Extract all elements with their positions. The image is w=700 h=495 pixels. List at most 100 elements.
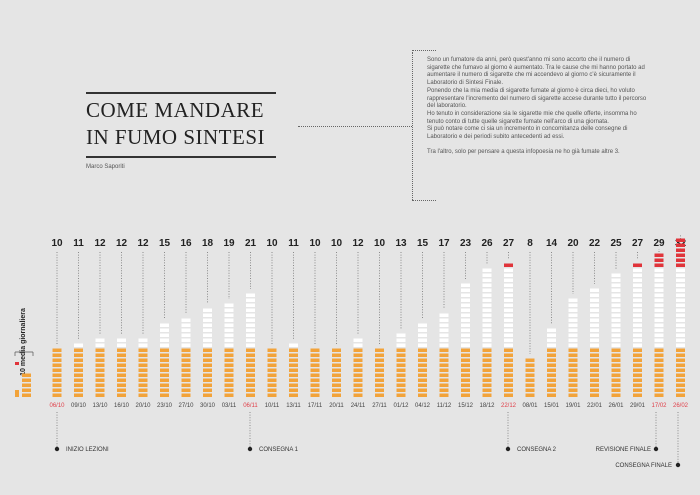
bar-excess-segment — [676, 263, 685, 267]
bar-segment — [117, 353, 126, 357]
bar-segment — [568, 373, 578, 377]
category-date-label: 13/10 — [92, 403, 108, 409]
category-date-label: 06/11 — [243, 403, 258, 409]
bar-segment — [461, 293, 470, 297]
bar-value-label: 27 — [632, 238, 644, 249]
bar-segment — [74, 388, 83, 392]
bar-segment — [181, 338, 191, 342]
bar-segment — [289, 358, 298, 362]
bar-segment — [138, 353, 148, 357]
bar-segment — [461, 388, 470, 392]
bar-segment — [482, 373, 492, 377]
bar-segment — [482, 318, 492, 322]
bar-segment — [568, 353, 578, 357]
bar-segment — [224, 313, 234, 317]
bar-excess-segment — [676, 248, 685, 252]
bar-segment — [525, 368, 535, 372]
bar-segment — [160, 328, 169, 332]
bar-segment — [375, 368, 384, 372]
bar-segment — [332, 393, 341, 397]
bar-segment — [181, 363, 191, 367]
bar-segment — [547, 358, 556, 362]
category-date-label: 22/01 — [587, 403, 603, 409]
bar-segment — [504, 298, 513, 302]
bar-segment — [525, 383, 535, 387]
title-line-1: COME MANDARE — [86, 98, 265, 122]
bar-segment — [418, 338, 427, 342]
bar-segment — [633, 363, 642, 367]
bar-segment — [504, 318, 513, 322]
bar-segment — [224, 393, 234, 397]
bar-segment — [353, 378, 363, 382]
bar-segment — [482, 343, 492, 347]
bar-segment — [611, 353, 621, 357]
bar-segment — [482, 383, 492, 387]
bar-segment — [418, 353, 427, 357]
bar-segment — [310, 393, 320, 397]
bar-segment — [568, 348, 578, 352]
bar-segment — [590, 353, 599, 357]
bar-segment — [375, 378, 384, 382]
bar-segment — [461, 338, 470, 342]
bar-segment — [289, 348, 298, 352]
bar-segment — [633, 383, 642, 387]
bar-segment — [138, 348, 148, 352]
bar-segment — [676, 368, 685, 372]
bar-segment — [332, 358, 341, 362]
bar-segment — [676, 348, 685, 352]
bar-segment — [568, 303, 578, 307]
bar-value-label: 12 — [352, 238, 364, 249]
bar-segment — [224, 333, 234, 337]
bar-segment — [246, 313, 255, 317]
bar-segment — [654, 268, 664, 272]
bar-segment — [633, 308, 642, 312]
bar-value-label: 12 — [94, 238, 106, 249]
milestone-dot — [653, 446, 659, 452]
bar-segment — [590, 373, 599, 377]
bar-segment — [246, 363, 255, 367]
bar-segment — [611, 308, 621, 312]
bar-segment — [525, 373, 535, 377]
bar-segment — [181, 328, 191, 332]
bar-segment — [676, 363, 685, 367]
category-date-label: 26/02 — [673, 403, 689, 409]
bar-segment — [203, 338, 212, 342]
bar-segment — [482, 368, 492, 372]
category-date-label: 11/12 — [437, 403, 452, 409]
bar-segment — [633, 283, 642, 287]
bar-segment — [654, 328, 664, 332]
bar-segment — [654, 308, 664, 312]
bar-segment — [547, 388, 556, 392]
bar-segment — [117, 383, 126, 387]
bar-segment — [52, 363, 62, 367]
bar-segment — [568, 368, 578, 372]
bar-segment — [375, 363, 384, 367]
bar-segment — [590, 393, 599, 397]
bar-segment — [611, 303, 621, 307]
bar-segment — [654, 353, 664, 357]
bar-segment — [74, 383, 83, 387]
bar-segment — [482, 283, 492, 287]
bar-segment — [95, 388, 105, 392]
bar-segment — [504, 388, 513, 392]
bar-segment — [396, 388, 406, 392]
bar-segment — [611, 298, 621, 302]
bar-segment — [482, 393, 492, 397]
bar-segment — [74, 393, 83, 397]
bar-segment — [504, 323, 513, 327]
bar-segment — [160, 393, 169, 397]
bar-segment — [611, 328, 621, 332]
bar-segment — [676, 388, 685, 392]
bar-segment — [611, 318, 621, 322]
bar-segment — [418, 363, 427, 367]
bar-segment — [676, 283, 685, 287]
bar-segment — [246, 343, 255, 347]
bar-segment — [461, 303, 470, 307]
bar-value-label: 26 — [481, 238, 493, 249]
bar-segment — [633, 298, 642, 302]
bar-segment — [267, 383, 277, 387]
bar-segment — [590, 343, 599, 347]
milestone-dot — [54, 446, 60, 452]
bar-value-label: 13 — [395, 238, 407, 249]
